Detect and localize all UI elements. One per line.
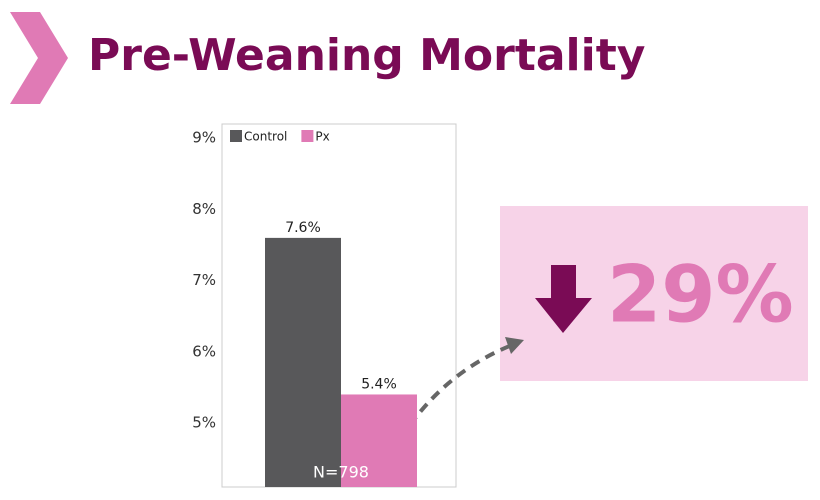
- y-tick-label: 8%: [192, 200, 216, 218]
- sample-size: N=798: [313, 463, 369, 482]
- callout-value: 29%: [607, 250, 794, 340]
- connector: [408, 343, 513, 427]
- value-label: 7.6%: [285, 220, 321, 236]
- value-label: 5.4%: [361, 376, 397, 392]
- y-tick-label: 6%: [192, 342, 216, 360]
- legend-swatch: [301, 130, 314, 142]
- y-tick-label: 7%: [192, 271, 216, 289]
- down-arrow: [535, 265, 592, 333]
- bar: [265, 237, 341, 487]
- y-tick-label: 9%: [192, 129, 216, 147]
- legend-label: Control: [244, 130, 287, 144]
- legend-label: Px: [315, 130, 329, 144]
- legend-swatch: [230, 130, 242, 142]
- bar: [341, 394, 417, 487]
- chevron: [10, 12, 68, 104]
- connector-head: [505, 337, 524, 354]
- y-tick-label: 5%: [192, 413, 216, 431]
- slide-title: Pre-Weaning Mortality: [88, 30, 645, 81]
